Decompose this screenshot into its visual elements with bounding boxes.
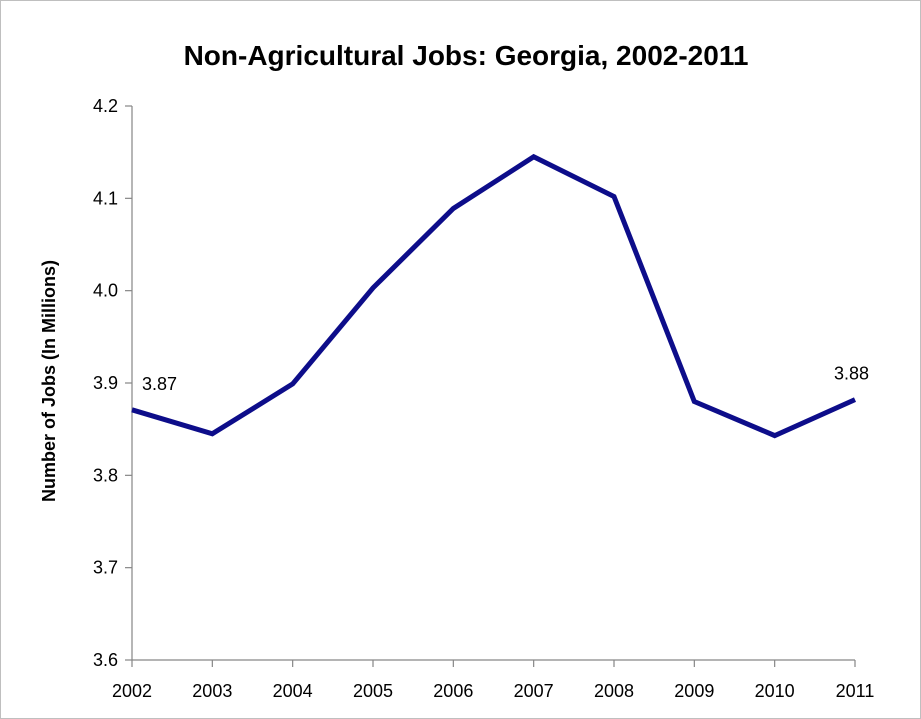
y-tick-label: 4.2: [93, 96, 118, 116]
data-labels: 3.87 3.88: [142, 364, 869, 394]
y-tick-label: 4.1: [93, 188, 118, 208]
x-tick-label: 2003: [192, 681, 232, 701]
x-tick-label: 2009: [674, 681, 714, 701]
series-line: [131, 153, 857, 439]
y-tick-label: 3.9: [93, 373, 118, 393]
y-axis-title: Number of Jobs (In Millions): [39, 260, 59, 502]
y-tick-label: 3.6: [93, 650, 118, 670]
y-axis-ticks: 3.6 3.7 3.8 3.9 4.0 4.1 4.2: [93, 96, 132, 670]
x-tick-label: 2002: [112, 681, 152, 701]
x-tick-label: 2007: [514, 681, 554, 701]
series-group: [131, 153, 857, 439]
x-tick-label: 2010: [755, 681, 795, 701]
y-tick-label: 4.0: [93, 281, 118, 301]
x-tick-label: 2004: [273, 681, 313, 701]
y-tick-label: 3.8: [93, 465, 118, 485]
x-tick-label: 2006: [433, 681, 473, 701]
y-tick-label: 3.7: [93, 558, 118, 578]
x-tick-label: 2005: [353, 681, 393, 701]
data-label: 3.88: [834, 364, 869, 384]
data-label: 3.87: [142, 374, 177, 394]
x-tick-label: 2011: [836, 681, 875, 701]
x-tick-label: 2008: [594, 681, 634, 701]
x-axis-ticks: 2002 2003 2004 2005 2006 2007 2008 2009 2010 2011: [112, 660, 874, 701]
chart-title: Non-Agricultural Jobs: Georgia, 2002-201…: [184, 40, 749, 71]
